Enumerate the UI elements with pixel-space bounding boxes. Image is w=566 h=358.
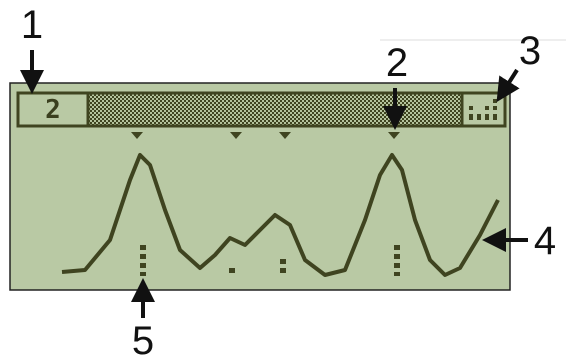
- progress-bar: [88, 93, 462, 126]
- page: 2 1 2 3 4 5 (() => { const data = JSON.p…: [0, 0, 566, 358]
- callout-label: 5: [132, 319, 154, 358]
- screenshot: 2 1 2 3 4 5: [0, 0, 566, 358]
- callout-label: 3: [519, 29, 541, 73]
- display-value: 2: [45, 95, 61, 125]
- callout-label: 4: [534, 219, 556, 263]
- signal-box: [462, 93, 505, 126]
- callout-label: 2: [386, 41, 408, 85]
- callout-label: 1: [21, 3, 43, 47]
